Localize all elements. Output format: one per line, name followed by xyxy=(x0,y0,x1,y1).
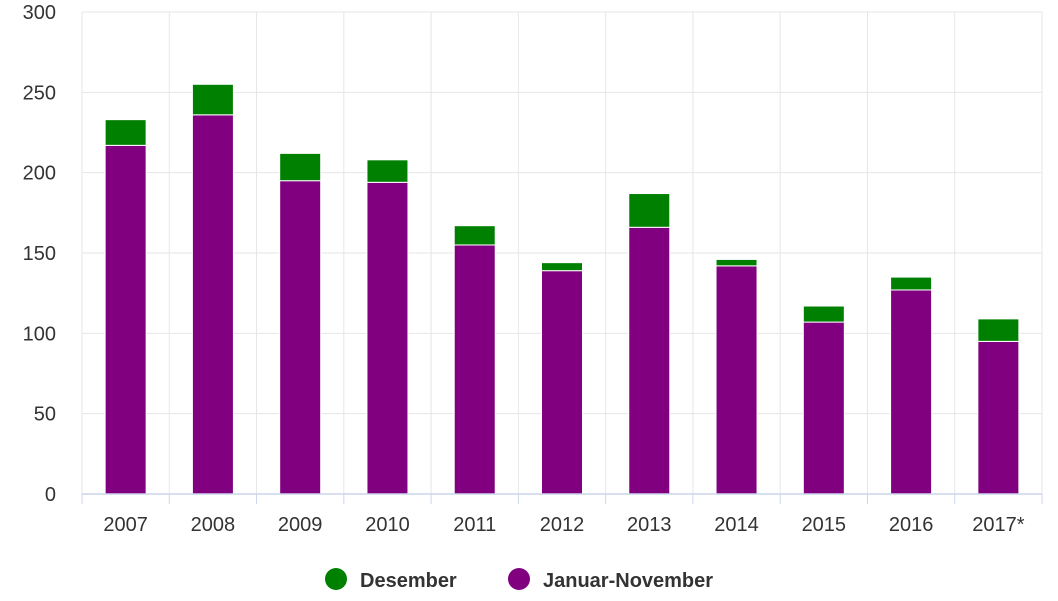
bar-desember-2009[interactable] xyxy=(279,152,322,182)
bar-januar-november-2016[interactable] xyxy=(890,289,933,495)
bar-januar-november-2017[interactable] xyxy=(977,340,1020,495)
legend[interactable]: Desember Januar-November xyxy=(325,568,713,592)
grid-lines xyxy=(81,11,1043,494)
x-tick-label: 2010 xyxy=(365,514,410,536)
x-tick-label: 2007 xyxy=(103,514,148,536)
bar-desember-2011[interactable] xyxy=(453,225,496,246)
bar-januar-november-2013[interactable] xyxy=(628,226,671,495)
bar-januar-november-2008[interactable] xyxy=(191,114,234,495)
bar-januar-november-2009[interactable] xyxy=(279,180,322,495)
y-tick-label: 100 xyxy=(23,323,56,345)
bar-desember-2014[interactable] xyxy=(715,258,758,267)
y-tick-label: 200 xyxy=(23,163,56,185)
x-tick-label: 2011 xyxy=(453,514,496,536)
x-tick-label: 2016 xyxy=(889,514,934,536)
bar-desember-2010[interactable] xyxy=(366,159,409,183)
bar-desember-2016[interactable] xyxy=(890,276,933,291)
x-tick-label: 2014 xyxy=(714,514,759,536)
legend-marker xyxy=(508,568,530,590)
x-tick-label: 2017* xyxy=(972,514,1024,536)
x-tick-label: 2013 xyxy=(627,514,672,536)
x-tick-label: 2009 xyxy=(278,514,323,536)
bars xyxy=(104,83,1020,495)
y-tick-label: 250 xyxy=(23,82,56,104)
x-tick-label: 2008 xyxy=(191,514,236,536)
bar-januar-november-2010[interactable] xyxy=(366,181,409,495)
axes: 0 50 100 150 200 250 300 2007 2008 2009 2010 2011 20… xyxy=(23,2,1043,536)
y-tick-label: 150 xyxy=(23,243,56,265)
bar-januar-november-2015[interactable] xyxy=(802,321,845,495)
bar-desember-2013[interactable] xyxy=(628,193,671,228)
bar-januar-november-2014[interactable] xyxy=(715,265,758,495)
bar-januar-november-2012[interactable] xyxy=(541,270,583,495)
bar-desember-2015[interactable] xyxy=(802,305,845,323)
legend-item-desember[interactable]: Desember xyxy=(325,568,457,592)
bar-desember-2017[interactable] xyxy=(977,318,1020,342)
y-tick-label: 50 xyxy=(34,404,56,426)
legend-label: Desember xyxy=(360,570,457,592)
legend-item-januar-november[interactable]: Januar-November xyxy=(508,568,713,592)
y-tick-label: 300 xyxy=(23,2,56,24)
bar-desember-2007[interactable] xyxy=(104,119,147,146)
y-tick-label: 0 xyxy=(45,484,56,506)
bar-desember-2012[interactable] xyxy=(541,262,583,272)
bar-januar-november-2011[interactable] xyxy=(453,244,496,495)
bar-desember-2008[interactable] xyxy=(191,83,234,116)
x-tick-label: 2015 xyxy=(802,514,847,536)
legend-label: Januar-November xyxy=(543,570,713,592)
x-tick-label: 2012 xyxy=(540,514,585,536)
bar-januar-november-2007[interactable] xyxy=(104,144,147,495)
legend-marker xyxy=(325,568,347,590)
